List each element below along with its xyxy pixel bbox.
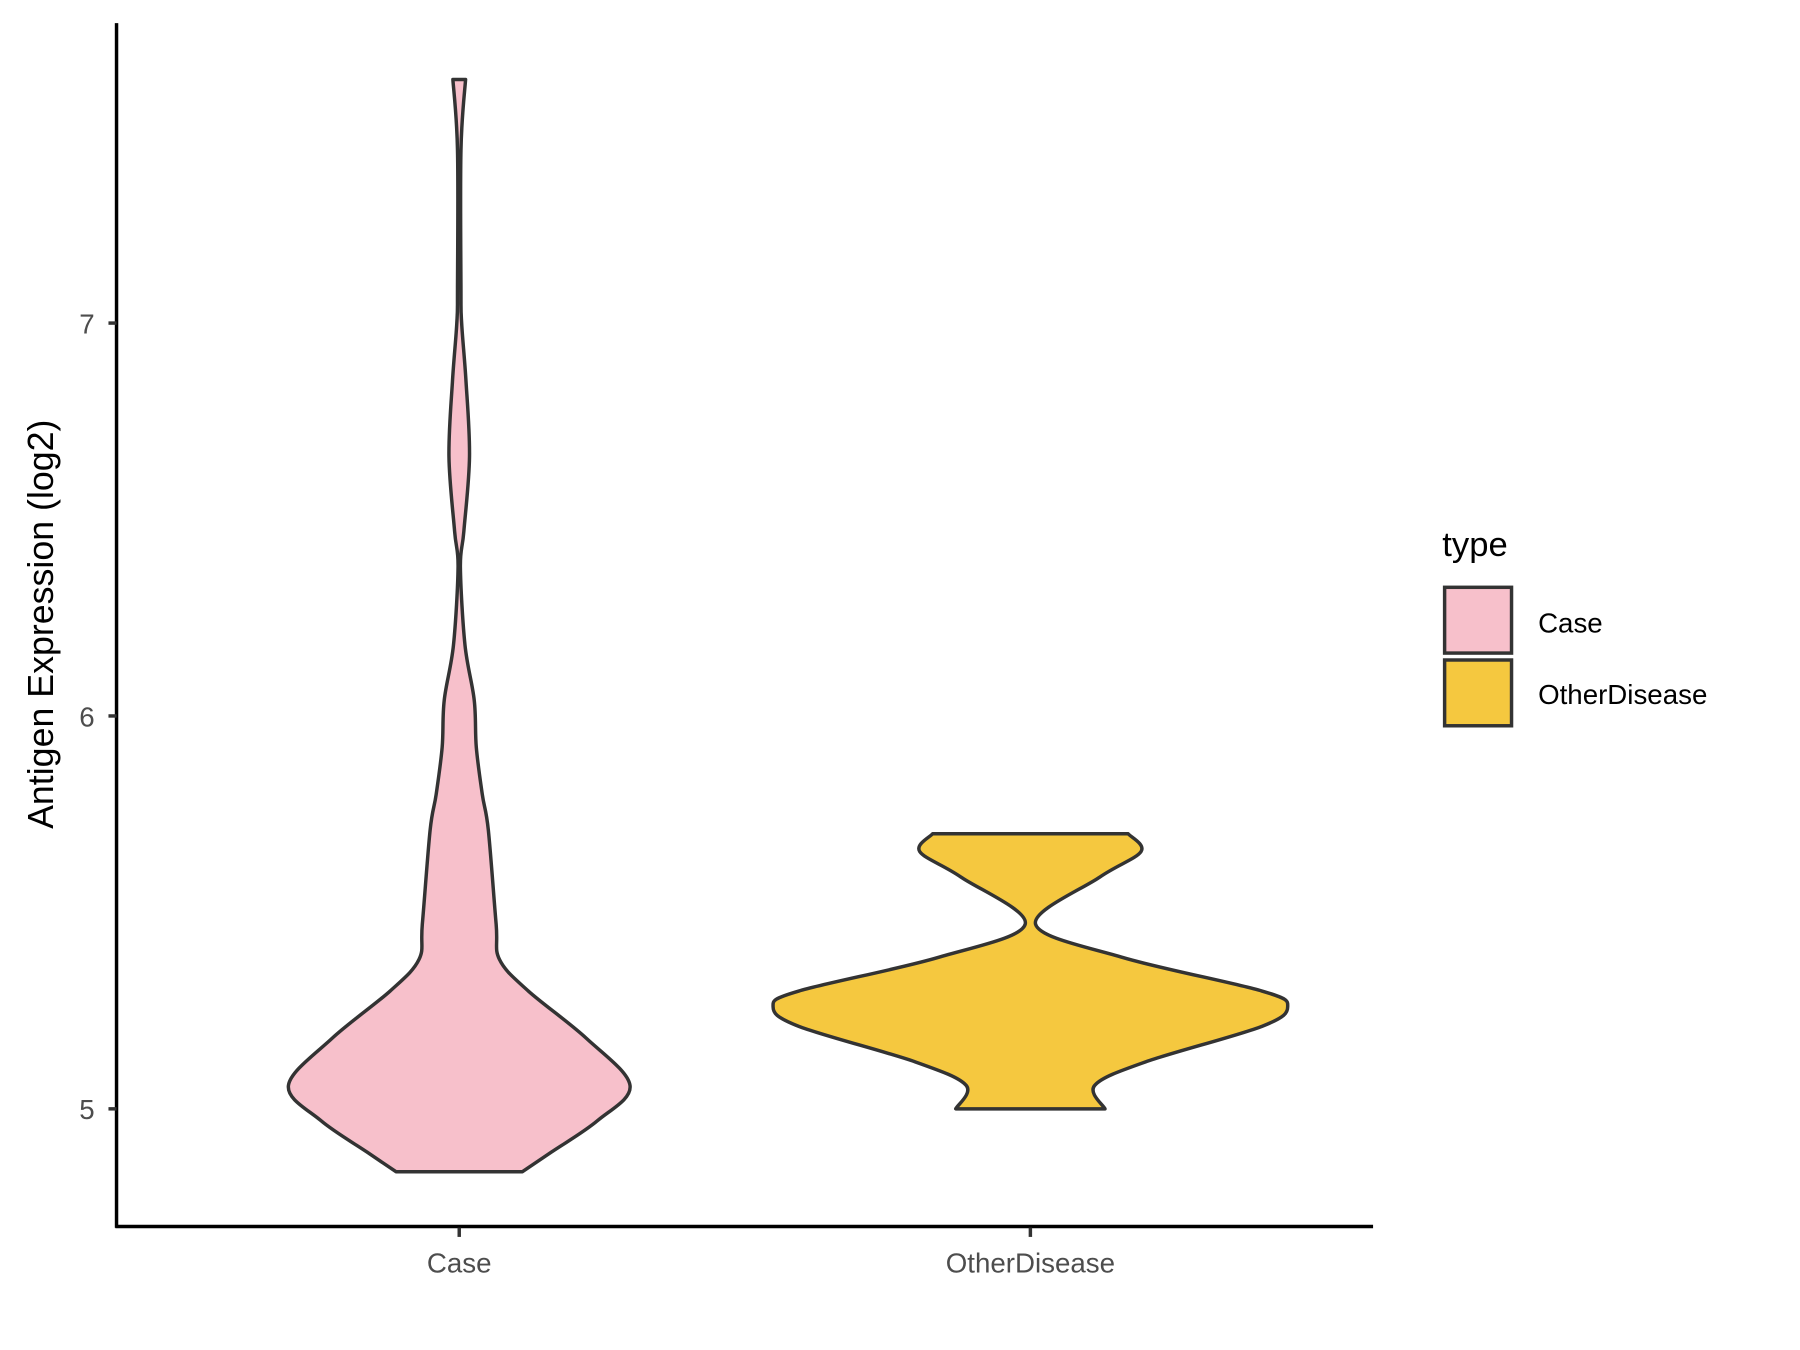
y-tick-label: 7 [79, 308, 94, 339]
x-tick-label: Case [427, 1248, 492, 1279]
x-tick-label: OtherDisease [946, 1248, 1115, 1279]
legend-key-case [1442, 585, 1514, 655]
legend-title: type [1442, 526, 1507, 564]
x-ticks: Case OtherDisease [427, 1227, 1115, 1279]
violin-case [286, 77, 632, 1174]
y-tick-label: 5 [79, 1094, 94, 1125]
legend-label-otherdisease: OtherDisease [1538, 679, 1707, 710]
legend: type Case OtherDisease [1442, 526, 1707, 728]
y-ticks: 5 6 7 [79, 308, 117, 1125]
y-tick-label: 6 [79, 701, 94, 732]
legend-key-otherdisease [1442, 658, 1514, 728]
y-axis-title: Antigen Expression (log2) [21, 420, 61, 829]
violin-otherdisease [771, 832, 1290, 1111]
legend-label-case: Case [1538, 607, 1603, 638]
violins [286, 77, 1290, 1174]
